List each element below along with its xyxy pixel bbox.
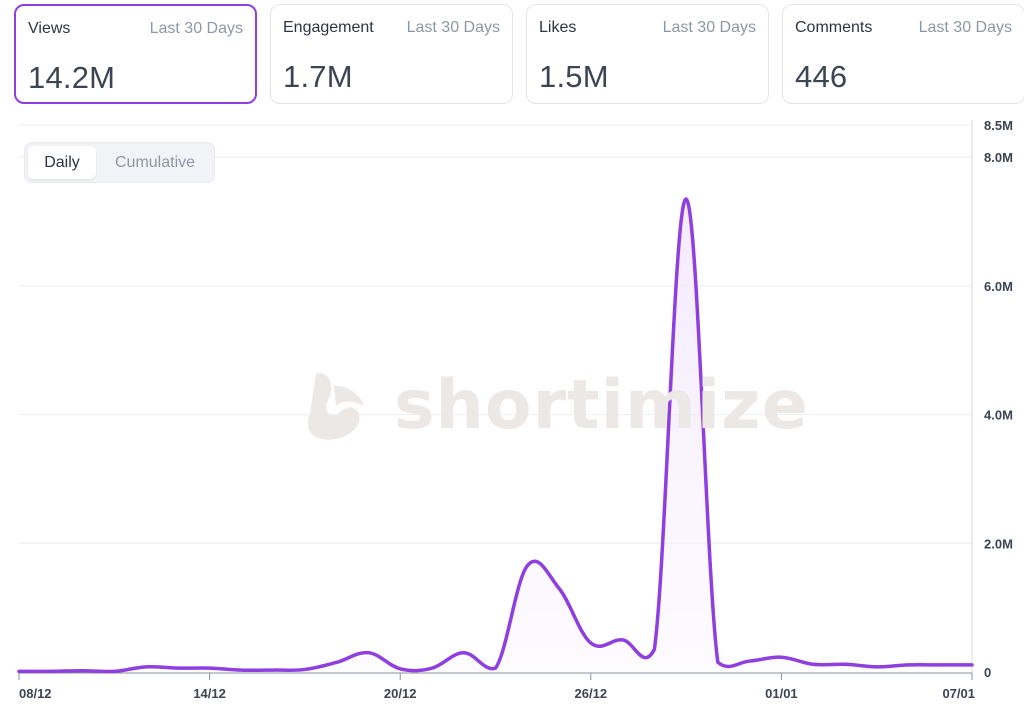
engagement-card[interactable]: Engagement Last 30 Days 1.7M [270,4,513,104]
y-tick-label: 4.0M [984,408,1013,423]
series-line [17,197,974,674]
daily-toggle-button[interactable]: Daily [28,146,96,179]
data-point [335,661,337,663]
data-point [431,667,433,669]
y-tick-label: 8.0M [984,150,1013,165]
data-point [844,663,846,665]
views-card[interactable]: Views Last 30 Days 14.2M [14,4,257,104]
data-point [748,660,750,662]
data-point [558,587,560,589]
data-point [145,666,147,668]
data-point [653,648,655,650]
y-tick-label: 2.0M [984,536,1013,551]
cumulative-toggle-button[interactable]: Cumulative [114,154,196,171]
x-tick-label: 07/01 [942,686,975,701]
data-point [367,651,369,653]
data-point [780,656,782,658]
data-point [621,639,623,641]
likes-card[interactable]: Likes Last 30 Days 1.5M [526,4,769,104]
data-point [208,667,210,669]
x-tick-label: 14/12 [193,686,226,701]
card-value: 1.5M [539,59,609,94]
data-point [177,667,179,669]
data-point [399,668,401,670]
x-tick-label: 01/01 [765,686,798,701]
x-tick-label: 20/12 [384,686,417,701]
view-mode-toggle: Daily Cumulative [24,142,215,183]
data-point [717,661,719,663]
shortimize-logo-icon [307,373,364,440]
y-tick-label: 8.5M [984,118,1013,133]
card-period: Last 30 Days [406,19,500,36]
card-period: Last 30 Days [662,19,756,36]
metric-cards: Views Last 30 Days 14.2M Engagement Last… [14,4,1024,104]
data-point [113,670,115,672]
x-tick-label: 08/12 [19,686,52,701]
x-tick-label: 26/12 [575,686,608,701]
card-period: Last 30 Days [918,19,1012,36]
data-point [907,664,909,666]
data-point [685,198,687,200]
y-tick-label: 0 [984,665,991,680]
data-point [50,670,52,672]
data-point [526,565,528,567]
card-period: Last 30 Days [149,20,243,37]
y-tick-label: 6.0M [984,279,1013,294]
data-point [939,664,941,666]
data-point [304,668,306,670]
card-title: Comments [795,19,873,36]
data-point [18,670,20,672]
data-point [812,663,814,665]
data-point [463,651,465,653]
watermark-text: shortimize [394,366,809,445]
data-point [81,670,83,672]
watermark: shortimize [306,364,808,445]
data-point [240,669,242,671]
data-point [971,664,973,666]
card-title: Engagement [283,19,374,36]
card-value: 446 [795,59,848,94]
card-title: Views [28,20,71,37]
card-value: 1.7M [283,59,353,94]
card-title: Likes [539,19,577,36]
card-value: 14.2M [28,60,116,95]
data-point [494,667,496,669]
data-point [272,669,274,671]
data-point [590,642,592,644]
comments-card[interactable]: Comments Last 30 Days 446 [782,4,1024,104]
data-point [876,666,878,668]
